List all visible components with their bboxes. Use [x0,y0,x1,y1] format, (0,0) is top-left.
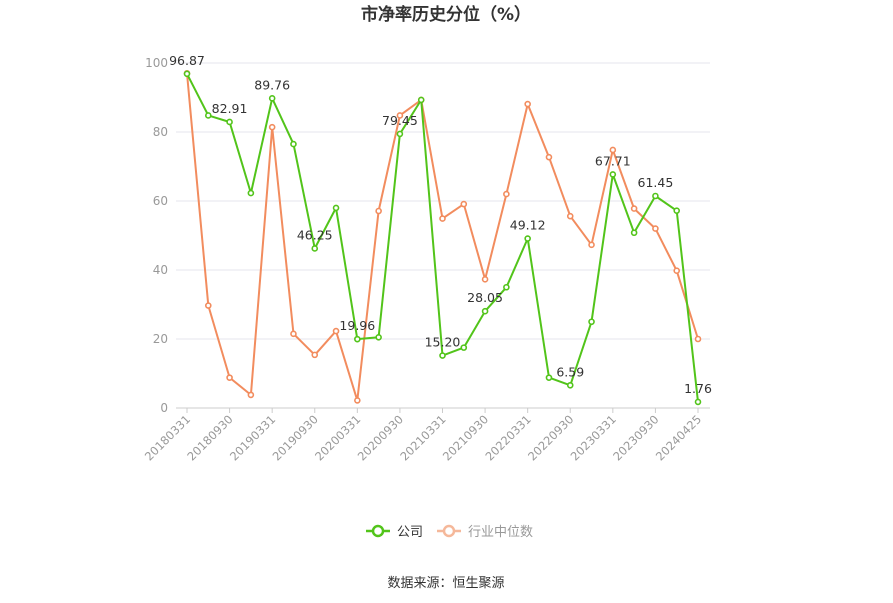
data-point[interactable] [566,381,574,389]
data-label: 19.96 [339,318,375,333]
data-point[interactable] [588,241,595,249]
data-point[interactable] [247,189,255,197]
data-point[interactable] [204,302,212,309]
data-point[interactable] [417,96,425,104]
data-label: 82.91 [212,101,248,116]
series-layer [183,70,702,406]
data-labels: 96.87 82.91 89.76 46.25 19.96 79.45 15.20 28.05… [169,53,712,396]
grid [176,62,710,340]
y-tick-label: 0 [160,401,168,415]
data-point[interactable] [503,283,510,291]
data-point[interactable] [332,204,340,212]
data-point[interactable] [524,235,531,242]
data-point[interactable] [673,267,681,274]
data-label: 46.25 [297,227,333,242]
y-tick-label: 40 [153,263,168,277]
legend-item-company[interactable]: 公司 [366,524,423,540]
data-point[interactable] [268,95,276,102]
data-point[interactable] [332,327,340,335]
data-point[interactable] [694,398,702,406]
data-point[interactable] [354,397,361,404]
data-point[interactable] [481,276,489,283]
data-label: 6.59 [556,364,584,379]
legend-marker-industry [442,524,456,538]
data-point[interactable] [311,351,319,359]
legend-item-industry[interactable]: 行业中位数 [437,524,533,540]
chart-title: 市净率历史分位（%） [361,4,531,25]
data-point[interactable] [375,207,382,215]
data-point[interactable] [396,112,404,119]
data-point[interactable] [396,130,404,138]
series-industry [183,70,702,404]
data-point[interactable] [183,70,191,78]
data-point[interactable] [566,212,574,220]
legend-label-industry: 行业中位数 [468,525,533,540]
data-label: 67.71 [595,153,631,168]
data-point[interactable] [545,153,553,161]
data-point[interactable] [439,352,446,359]
axes: 0204060801002018033120180930201903312019… [142,56,710,464]
data-point[interactable] [545,374,553,381]
data-label: 89.76 [254,77,290,92]
y-tick-label: 20 [153,332,168,346]
data-point[interactable] [524,100,531,108]
data-point[interactable] [247,391,255,399]
series-company [183,70,702,406]
data-point[interactable] [630,229,638,237]
data-point[interactable] [460,200,468,208]
data-point[interactable] [673,207,681,214]
data-point[interactable] [290,140,297,148]
data-point[interactable] [460,344,468,351]
data-point[interactable] [481,307,489,315]
data-label: 1.76 [684,381,712,396]
y-tick-label: 100 [145,56,168,70]
source-note: 数据来源：恒生聚源 [387,576,504,591]
data-point[interactable] [354,335,361,343]
data-label: 49.12 [510,218,546,233]
data-point[interactable] [226,118,233,126]
legend-marker-company [371,524,385,538]
data-label: 79.45 [382,113,418,128]
data-label: 96.87 [169,53,205,68]
data-point[interactable] [630,205,638,212]
data-point[interactable] [588,318,595,326]
data-point[interactable] [652,192,659,200]
data-point[interactable] [226,374,233,381]
x-tick-label: 20240425 [653,412,704,463]
data-point[interactable] [268,123,276,131]
data-point[interactable] [204,112,212,119]
data-point[interactable] [652,225,659,232]
data-label: 28.05 [467,290,503,305]
data-point[interactable] [375,333,382,341]
data-point[interactable] [694,335,702,343]
legend-label-company: 公司 [397,525,423,540]
y-tick-label: 80 [153,125,168,139]
data-point[interactable] [609,146,617,154]
data-point[interactable] [311,245,319,252]
y-tick-label: 60 [153,194,168,208]
data-point[interactable] [439,215,446,222]
data-label: 61.45 [638,175,674,190]
data-point[interactable] [503,190,510,198]
data-label: 15.20 [425,335,461,350]
data-point[interactable] [609,171,617,178]
data-point[interactable] [290,330,297,338]
legend: 公司 行业中位数 [366,524,533,540]
